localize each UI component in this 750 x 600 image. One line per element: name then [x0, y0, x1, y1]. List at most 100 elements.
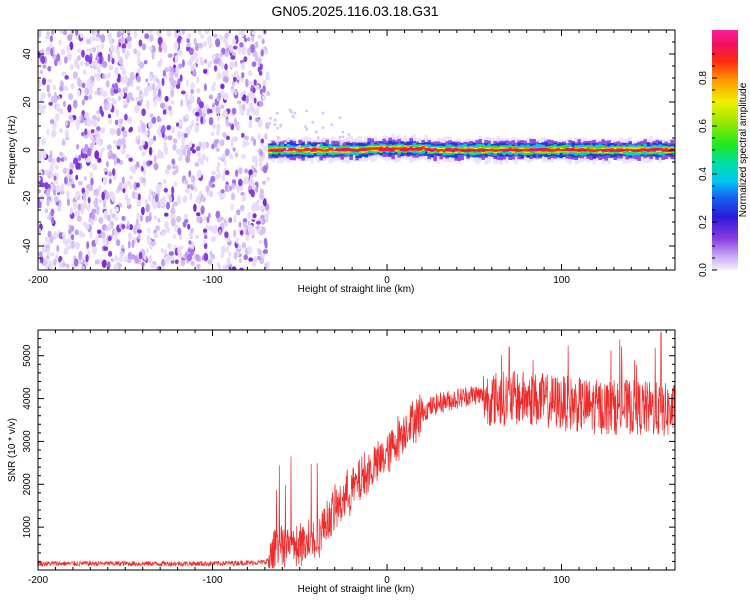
- heatmap-cell: [190, 175, 196, 183]
- heatmap-cell: [258, 100, 264, 107]
- heatmap-cell: [117, 52, 121, 60]
- heatmap-cell: [266, 176, 271, 182]
- heatmap-cell: [224, 170, 230, 176]
- heatmap-cell: [62, 138, 65, 146]
- heatmap-cell: [298, 149, 302, 153]
- heatmap-cell: [203, 68, 208, 74]
- heatmap-cell: [553, 148, 557, 152]
- heatmap-cell: [81, 82, 86, 89]
- heatmap-cell: [64, 75, 69, 80]
- heatmap-cell: [107, 223, 112, 231]
- heatmap-cell: [304, 125, 307, 128]
- heatmap-cell: [213, 139, 218, 148]
- heatmap-cell: [172, 138, 178, 144]
- heatmap-cell: [190, 88, 195, 95]
- snr-background: [38, 330, 675, 570]
- heatmap-cell: [166, 125, 171, 131]
- heatmap-cell: [373, 147, 377, 150]
- heatmap-cell: [108, 250, 113, 257]
- heatmap-cell: [162, 69, 166, 77]
- heatmap-cell: [198, 101, 204, 109]
- heatmap-cell: [45, 34, 50, 40]
- heatmap-cell: [137, 193, 141, 201]
- heatmap-cell: [211, 54, 216, 61]
- heatmap-cell: [62, 231, 66, 238]
- heatmap-cell: [63, 100, 66, 107]
- heatmap-cell: [169, 255, 174, 261]
- heatmap-cell: [161, 77, 165, 87]
- heatmap-cell: [172, 170, 176, 176]
- heatmap-cell: [111, 97, 115, 103]
- heatmap-cell: [148, 215, 152, 222]
- heatmap-cell: [234, 60, 238, 68]
- heatmap-cell: [586, 148, 590, 152]
- heatmap-cell: [262, 95, 267, 101]
- heatmap-cell: [190, 120, 195, 128]
- heatmap-cell: [77, 79, 82, 87]
- heatmap-cell: [95, 136, 101, 145]
- heatmap-cell: [167, 53, 173, 58]
- heatmap-cell: [252, 255, 258, 264]
- heatmap-cell: [311, 120, 315, 124]
- heatmap-cell: [526, 148, 530, 152]
- heatmap-cell: [214, 53, 220, 59]
- heatmap-cell: [117, 185, 122, 192]
- heatmap-cell: [295, 148, 299, 152]
- heatmap-cell: [93, 120, 98, 128]
- heatmap-cell: [171, 158, 175, 165]
- heatmap-cell: [184, 180, 189, 185]
- top-y-axis-label: Frequency (Hz): [7, 116, 18, 185]
- heatmap-cell: [49, 235, 54, 244]
- heatmap-cell: [118, 123, 123, 129]
- heatmap-cell: [42, 64, 47, 69]
- heatmap-cell: [96, 66, 101, 74]
- heatmap-cell: [47, 156, 53, 163]
- heatmap-cell: [84, 95, 89, 101]
- heatmap-cell: [595, 149, 599, 152]
- heatmap-cell: [139, 90, 142, 95]
- heatmap-cell: [157, 36, 163, 46]
- heatmap-cell: [174, 41, 179, 50]
- heatmap-cell: [75, 241, 80, 250]
- heatmap-cell: [174, 54, 179, 64]
- heatmap-cell: [97, 116, 100, 122]
- heatmap-cell: [114, 254, 119, 263]
- heatmap-cell: [139, 119, 143, 125]
- heatmap-cell: [241, 72, 245, 79]
- heatmap-cell: [231, 179, 237, 184]
- heatmap-cell: [47, 92, 51, 98]
- colorbar-tick-label: 0.4: [698, 167, 709, 181]
- heatmap-cell: [178, 50, 183, 57]
- heatmap-cell: [133, 30, 138, 39]
- heatmap-cell: [153, 135, 157, 142]
- heatmap-cell: [188, 140, 193, 148]
- heatmap-cell: [187, 59, 193, 66]
- heatmap-cell: [124, 113, 128, 121]
- heatmap-cell: [141, 108, 146, 117]
- colorbar-tick-label: 0.8: [698, 71, 709, 85]
- heatmap-cell: [100, 43, 105, 49]
- heatmap-cell: [131, 191, 136, 199]
- heatmap-cell: [255, 117, 260, 122]
- heatmap-cell: [72, 71, 78, 79]
- heatmap-cell: [296, 146, 299, 150]
- heatmap-cell: [136, 229, 142, 234]
- heatmap-cell: [328, 148, 332, 151]
- heatmap-cell: [231, 266, 237, 270]
- heatmap-cell: [385, 146, 389, 149]
- heatmap-cell: [147, 227, 151, 234]
- heatmap-cell: [257, 66, 261, 72]
- heatmap-cell: [170, 89, 175, 98]
- heatmap-cell: [154, 97, 157, 107]
- heatmap-cell: [38, 251, 43, 258]
- heatmap-cell: [62, 167, 68, 174]
- heatmap-cell: [70, 234, 75, 241]
- heatmap-cell: [245, 95, 249, 104]
- heatmap-cell: [229, 46, 234, 51]
- heatmap-cell: [245, 230, 249, 236]
- heatmap-cell: [96, 109, 100, 115]
- heatmap-cell: [172, 214, 176, 219]
- heatmap-cell: [240, 154, 246, 159]
- heatmap-cell: [211, 143, 215, 150]
- heatmap-cell: [177, 119, 183, 127]
